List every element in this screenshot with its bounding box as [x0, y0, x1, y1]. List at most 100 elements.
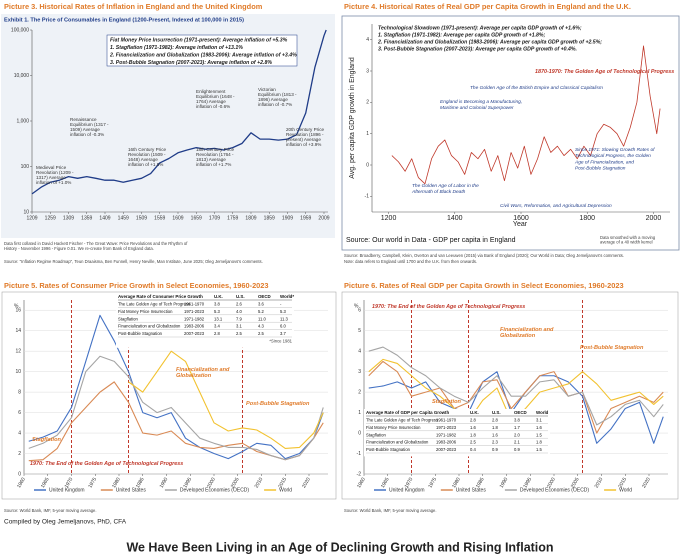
text-line: Source: "Inflation Regime Roadmap", Teun…	[4, 259, 263, 264]
table-cell: 3.4	[214, 324, 220, 329]
table-cell: 13.1	[214, 316, 223, 321]
y-tick-label: 6	[358, 308, 361, 314]
table-note: *Since 1981	[269, 339, 292, 344]
callout-line: 3. Post-Bubble Stagnation (2007-2023): A…	[378, 46, 577, 52]
text-line: Age of Financialization, and	[574, 160, 634, 166]
table-cell: 1.8	[492, 425, 498, 430]
annotation: 1870-1970: The Golden Age of Technologic…	[535, 69, 674, 75]
text-line: inflation of +3.9%	[286, 142, 321, 147]
text-line: Aftermath of Black Death	[411, 189, 466, 195]
text-line: Equilibrium (1317 -	[70, 122, 109, 127]
text-line: 1509) Average	[70, 127, 100, 132]
table-cell: 3.8	[214, 302, 220, 307]
x-tick-label: 1970	[404, 476, 415, 489]
table-cell: 1.7	[514, 425, 520, 430]
x-tick-label: 1600	[513, 215, 529, 222]
x-tick-label: 1409	[99, 215, 110, 221]
text-line: Data first collated in David Hackett Fis…	[4, 241, 188, 246]
table-header: World*	[280, 294, 294, 299]
x-tick-label: 1609	[172, 215, 183, 221]
annotation: The Golden Age of the British Empire and…	[470, 85, 603, 91]
x-tick-label: 1209	[26, 215, 37, 221]
y-tick-label: 8	[18, 389, 21, 395]
annotation: 20th Century Price Revolution (1896 -pres…	[286, 127, 324, 147]
x-tick-label: 1975	[427, 476, 438, 489]
x-tick-label: 1985	[475, 476, 486, 489]
x-tick-label: 1800	[579, 215, 595, 222]
table-cell: 1.8	[536, 440, 542, 445]
table-bg	[116, 293, 294, 348]
callout-line: 3. Post-Bubble Stagnation (2007-2023): A…	[110, 60, 272, 66]
y-unit: %	[354, 303, 359, 309]
y-tick-label: 2	[366, 100, 369, 106]
table-cell: 1971-1982	[436, 432, 457, 437]
x-tick-label: 1859	[264, 215, 275, 221]
table-cell: Post-Bubble Stagnation	[366, 447, 411, 452]
table-cell: 3.1	[236, 324, 242, 329]
x-axis-label: Year	[513, 221, 528, 228]
x-tick-label: 2010	[254, 476, 265, 489]
text-line: Revolution (1209 -	[36, 170, 74, 175]
text-line: inflation of +1.5%	[128, 162, 163, 167]
table-cell: Fiat Money Price Insurrection	[366, 425, 421, 430]
table-cell: 0.9	[514, 447, 520, 452]
text-line: Source: World Bank, IMF, 5-year moving a…	[4, 508, 97, 513]
table-header: OECD	[258, 294, 271, 299]
table-cell: Post-Bubble Stagnation	[118, 331, 163, 336]
legend-label: Developed Economies (OECD)	[520, 487, 590, 493]
text-line: 1896) Average	[258, 97, 288, 102]
text-line: Note: data refers to England until 1700 …	[344, 259, 477, 264]
x-tick-label: 1759	[227, 215, 238, 221]
callout-line: 1. Stagflation (1971-1982): Average per …	[378, 32, 546, 38]
text-line: Stagflation	[432, 399, 461, 405]
table-cell: 2.8	[470, 418, 476, 423]
y-unit: %	[14, 303, 19, 309]
table-cell: 0.4	[470, 447, 476, 452]
x-tick-label: 1965	[40, 476, 51, 489]
table-cell: 1961-1970	[436, 418, 457, 423]
table-cell: Financialization and Globalization	[366, 440, 429, 445]
y-tick-label: 2	[358, 389, 361, 395]
smoothing-note: Data smoothed with a moving average of a …	[600, 235, 656, 245]
annotation: Civil Wars, Reformation, and Agricultura…	[500, 203, 612, 209]
y-tick-label: 14	[15, 328, 21, 334]
annotation: Post-Bubble Stagnation	[246, 401, 310, 407]
annotation: Since 1971: Slowing Growth Rates of Techn…	[574, 147, 655, 172]
table-cell: 1971-2023	[436, 425, 457, 430]
table-cell: 3.6	[258, 302, 264, 307]
text-line: Renaissance	[70, 117, 97, 122]
x-tick-label: 2000	[206, 476, 217, 489]
x-tick-label: 1359	[81, 215, 92, 221]
y-tick-label: 4	[366, 37, 369, 43]
table-cell: 2007-2023	[184, 331, 205, 336]
text-line: inflation of -0.6%	[196, 104, 230, 109]
table-cell: 6.0	[280, 324, 286, 329]
table-cell: 5.2	[258, 309, 264, 314]
table-header: U.K.	[214, 294, 223, 299]
table-cell: 2007-2023	[436, 447, 457, 452]
footnote: Source: "Inflation Regime Roadmap", Teun…	[4, 259, 263, 264]
text-line: Revolution (1896 -	[286, 132, 324, 137]
y-tick-label: 100,000	[11, 27, 29, 33]
annotation: 1970: The End of the Golden Age of Techn…	[372, 304, 525, 310]
text-line: Globalization	[500, 334, 536, 340]
text-line: Since 1971: Slowing Growth Rates of	[575, 147, 655, 153]
callout-box	[106, 34, 298, 67]
annotation: Financialization and Globalization	[176, 367, 230, 379]
x-tick-label: 1200	[381, 215, 397, 222]
text-line: Victorian	[258, 87, 276, 92]
chart-title: Picture 4. Historical Rates of Real GDP …	[344, 2, 631, 11]
text-line: Revolution (1509 -	[128, 152, 166, 157]
callout-line: Technological Slowdown (1971-present): A…	[378, 25, 582, 31]
source: Source: Our world in Data - GDP per capi…	[346, 237, 516, 244]
y-tick-label: 2	[18, 451, 21, 457]
y-tick-label: 10	[23, 209, 29, 215]
x-tick-label: 1970	[64, 476, 75, 489]
table-cell: 2.1	[514, 440, 520, 445]
table-cell: 1983-2006	[184, 324, 205, 329]
text-line: Source: World Bank, IMF, 5-year moving a…	[344, 508, 437, 513]
text-line: Source: Broadberry, Campbell, Klein, Ove…	[344, 253, 624, 258]
text-line: inflation of +1.7%	[196, 162, 231, 167]
table-cell: 2.8	[492, 418, 498, 423]
